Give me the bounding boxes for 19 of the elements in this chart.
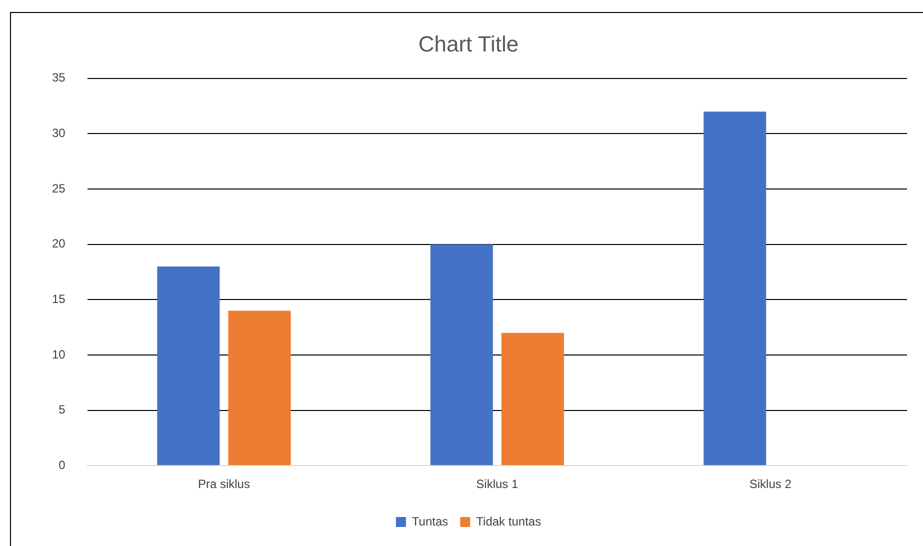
legend-label: Tuntas	[412, 514, 448, 528]
chart-title: Chart Title	[418, 31, 519, 56]
y-tick-label: 0	[58, 458, 66, 472]
y-tick-label: 30	[52, 126, 66, 140]
bar	[228, 310, 291, 466]
y-tick-label: 25	[52, 181, 66, 196]
y-tick-label: 10	[52, 347, 66, 362]
bar	[501, 332, 564, 466]
y-tick-label: 35	[52, 70, 66, 85]
x-tick-label: Siklus 1	[476, 477, 518, 492]
y-tick-label: 20	[52, 236, 66, 251]
y-tick-label: 15	[52, 292, 66, 306]
x-tick-label: Siklus 2	[749, 477, 792, 492]
x-tick-label: Pra siklus	[198, 477, 250, 492]
bar	[430, 244, 493, 466]
bar	[157, 266, 220, 466]
legend-label: Tidak tuntas	[476, 514, 542, 528]
y-tick-label: 5	[58, 402, 66, 417]
bar	[704, 112, 766, 466]
